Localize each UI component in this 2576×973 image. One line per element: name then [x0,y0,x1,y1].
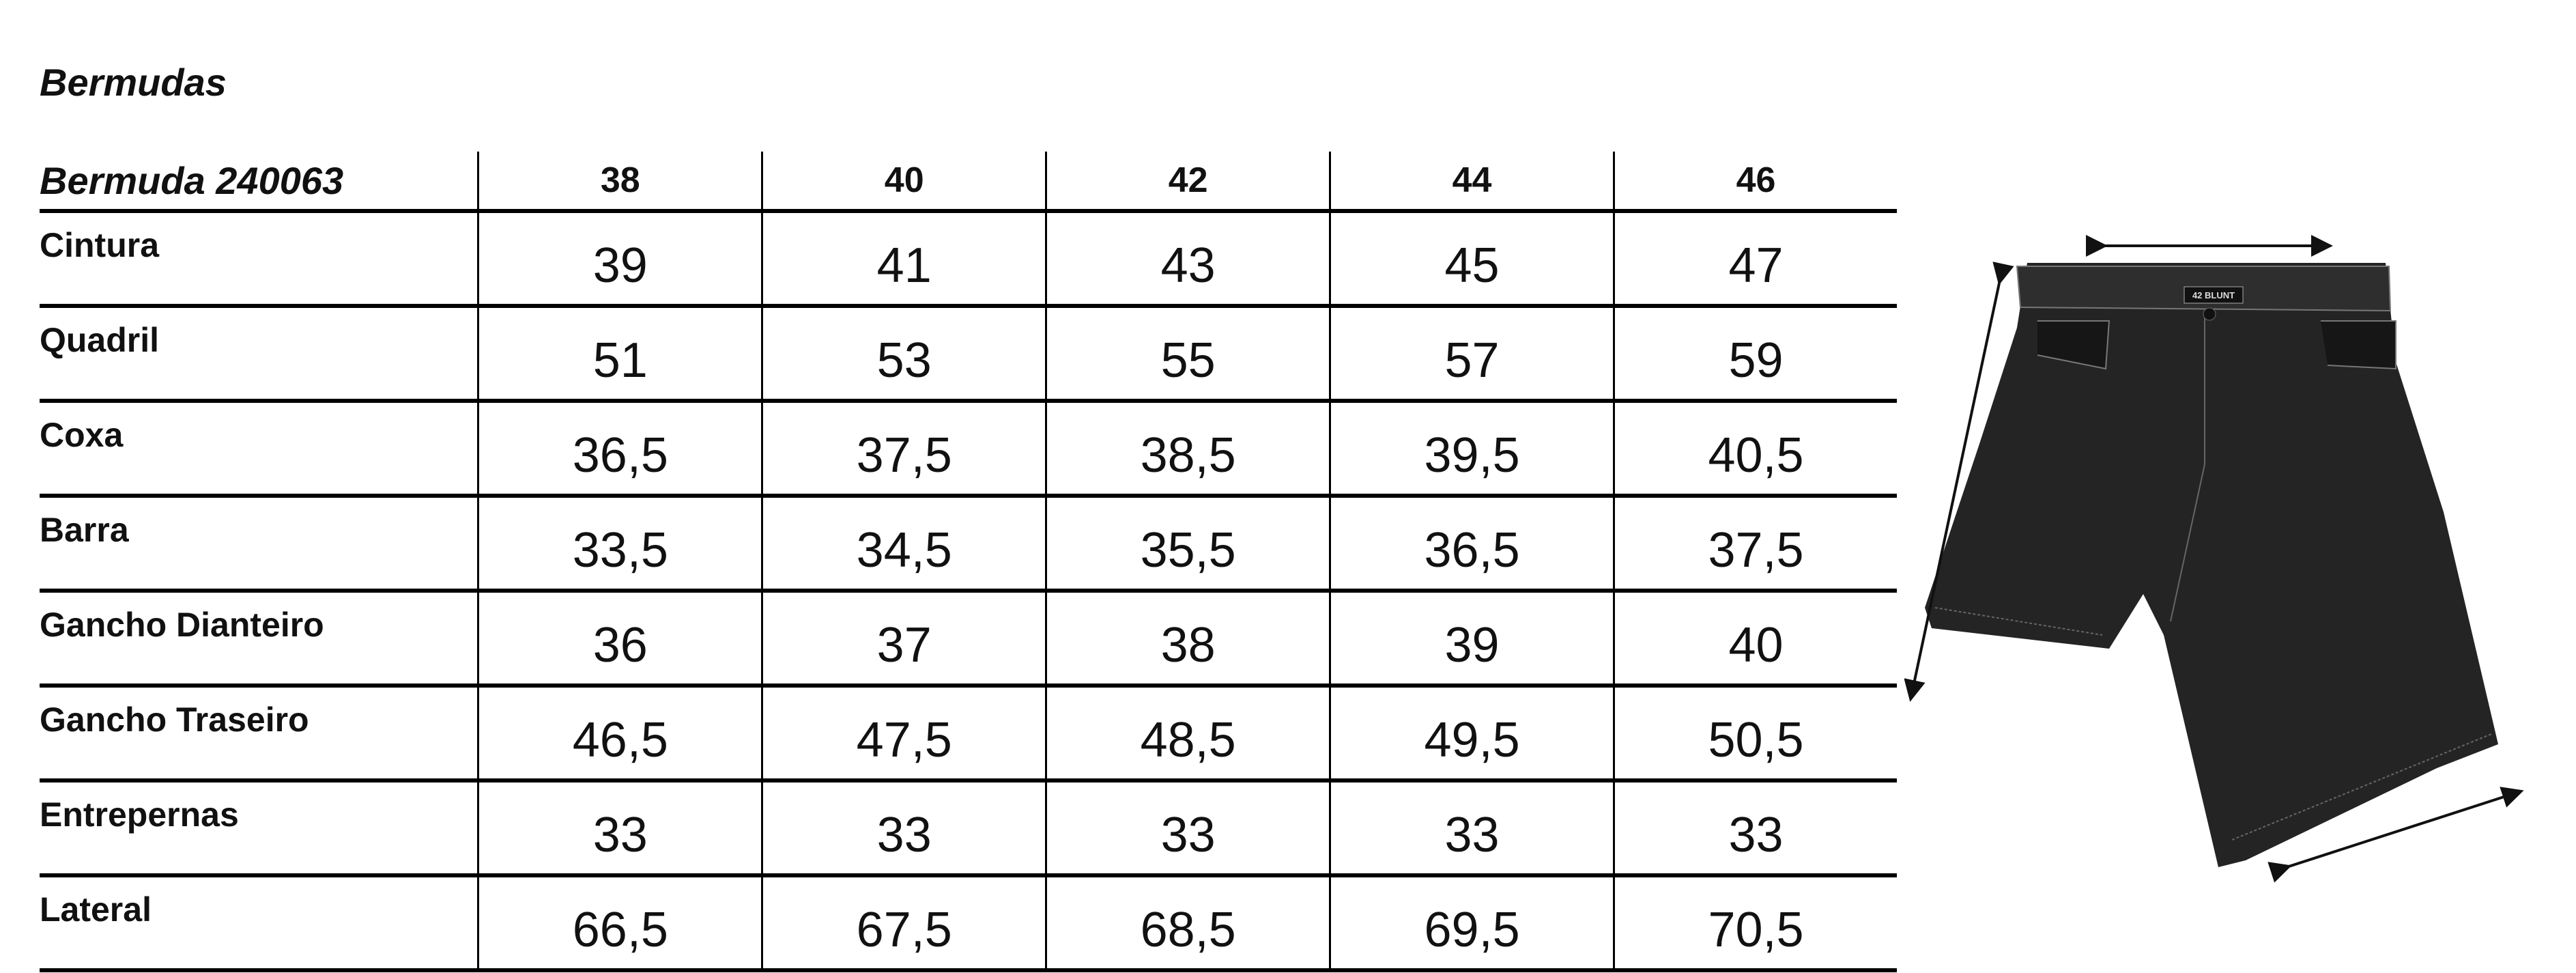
measurement-value: 41 [761,211,1046,308]
measurement-value: 69,5 [1329,875,1614,972]
measurement-value: 37 [761,591,1046,688]
shorts-measurement-image: 42 BLUNT [1904,235,2524,883]
measurement-value: 33,5 [477,496,762,593]
measurement-label: Gancho Dianteiro [40,591,478,688]
measurement-value: 33 [761,780,1046,877]
measurement-label: Coxa [40,401,478,498]
size-header: 46 [1613,152,1897,213]
shorts-garment: 42 BLUNT [1925,263,2498,867]
table-row: Lateral 66,5 67,5 68,5 69,5 70,5 [40,875,1897,972]
measurement-label: Lateral [40,875,478,972]
measurement-value: 33 [1613,780,1897,877]
size-header: 42 [1045,152,1330,213]
measurement-value: 48,5 [1045,686,1330,782]
measurement-value: 36 [477,591,762,688]
measurement-value: 39 [477,211,762,308]
measurement-value: 50,5 [1613,686,1897,782]
measurement-value: 37,5 [1613,496,1897,593]
measurement-value: 49,5 [1329,686,1614,782]
size-header: 40 [761,152,1046,213]
measurement-value: 36,5 [1329,496,1614,593]
table-row: Gancho Dianteiro 36 37 38 39 40 [40,591,1897,688]
measurement-value: 53 [761,306,1046,403]
measurement-label: Entrepernas [40,780,478,877]
hem-arrow [2267,787,2524,883]
size-header: 38 [477,152,762,213]
model-name: Bermuda 240063 [40,152,478,213]
table-row: Coxa 36,5 37,5 38,5 39,5 40,5 [40,401,1897,498]
measurement-value: 33 [477,780,762,877]
measurement-label: Barra [40,496,478,593]
table-header-row: Bermuda 240063 38 40 42 44 46 [40,152,1897,213]
measurement-value: 59 [1613,306,1897,403]
measurement-label: Gancho Traseiro [40,686,478,782]
measurement-value: 38,5 [1045,401,1330,498]
size-header: 44 [1329,152,1614,213]
table-row: Entrepernas 33 33 33 33 33 [40,780,1897,877]
measurement-value: 51 [477,306,762,403]
size-chart-table: Bermuda 240063 38 40 42 44 46 Cintura 39 4… [40,152,1897,972]
measurement-value: 34,5 [761,496,1046,593]
measurement-value: 47,5 [761,686,1046,782]
measurement-value: 47 [1613,211,1897,308]
measurement-value: 36,5 [477,401,762,498]
table-row: Cintura 39 41 43 45 47 [40,211,1897,308]
measurement-value: 70,5 [1613,875,1897,972]
measurement-value: 45 [1329,211,1614,308]
measurement-value: 67,5 [761,875,1046,972]
measurement-value: 35,5 [1045,496,1330,593]
measurement-value: 46,5 [477,686,762,782]
garment-label-tag [2184,286,2244,304]
measurement-value: 40 [1613,591,1897,688]
measurement-value: 37,5 [761,401,1046,498]
measurement-value: 33 [1329,780,1614,877]
measurement-value: 40,5 [1613,401,1897,498]
measurement-label: Quadril [40,306,478,403]
measurement-value: 68,5 [1045,875,1330,972]
table-row: Gancho Traseiro 46,5 47,5 48,5 49,5 50,5 [40,686,1897,782]
table-row: Barra 33,5 34,5 35,5 36,5 37,5 [40,496,1897,593]
side-length-arrow [1904,262,2014,702]
measurement-value: 55 [1045,306,1330,403]
measurement-value: 66,5 [477,875,762,972]
table-row: Quadril 51 53 55 57 59 [40,306,1897,403]
page-title: Bermudas [40,61,227,104]
measurement-value: 38 [1045,591,1330,688]
measurement-value: 39 [1329,591,1614,688]
measurement-value: 33 [1045,780,1330,877]
measurement-value: 43 [1045,211,1330,308]
garment-label: 42 BLUNT [2192,290,2235,300]
measurement-label: Cintura [40,211,478,308]
measurement-value: 57 [1329,306,1614,403]
measurement-value: 39,5 [1329,401,1614,498]
